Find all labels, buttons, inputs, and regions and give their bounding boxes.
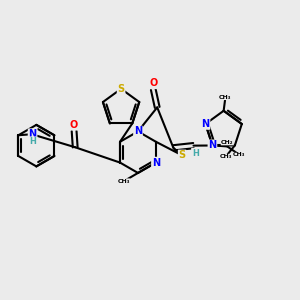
Text: S: S (118, 84, 125, 94)
Text: CH₃: CH₃ (219, 95, 232, 100)
Text: N: N (28, 129, 37, 139)
Text: CH₃: CH₃ (118, 179, 130, 184)
Text: S: S (178, 150, 186, 161)
Text: CH₃: CH₃ (219, 154, 232, 159)
Text: N: N (208, 140, 217, 150)
Text: N: N (134, 126, 142, 136)
Text: CH₂: CH₂ (221, 140, 233, 145)
Text: N: N (201, 119, 209, 129)
Text: H: H (29, 137, 36, 146)
Text: O: O (70, 120, 78, 130)
Text: N: N (152, 158, 160, 168)
Text: H: H (192, 148, 199, 158)
Text: O: O (149, 78, 158, 88)
Text: CH₃: CH₃ (233, 152, 246, 157)
